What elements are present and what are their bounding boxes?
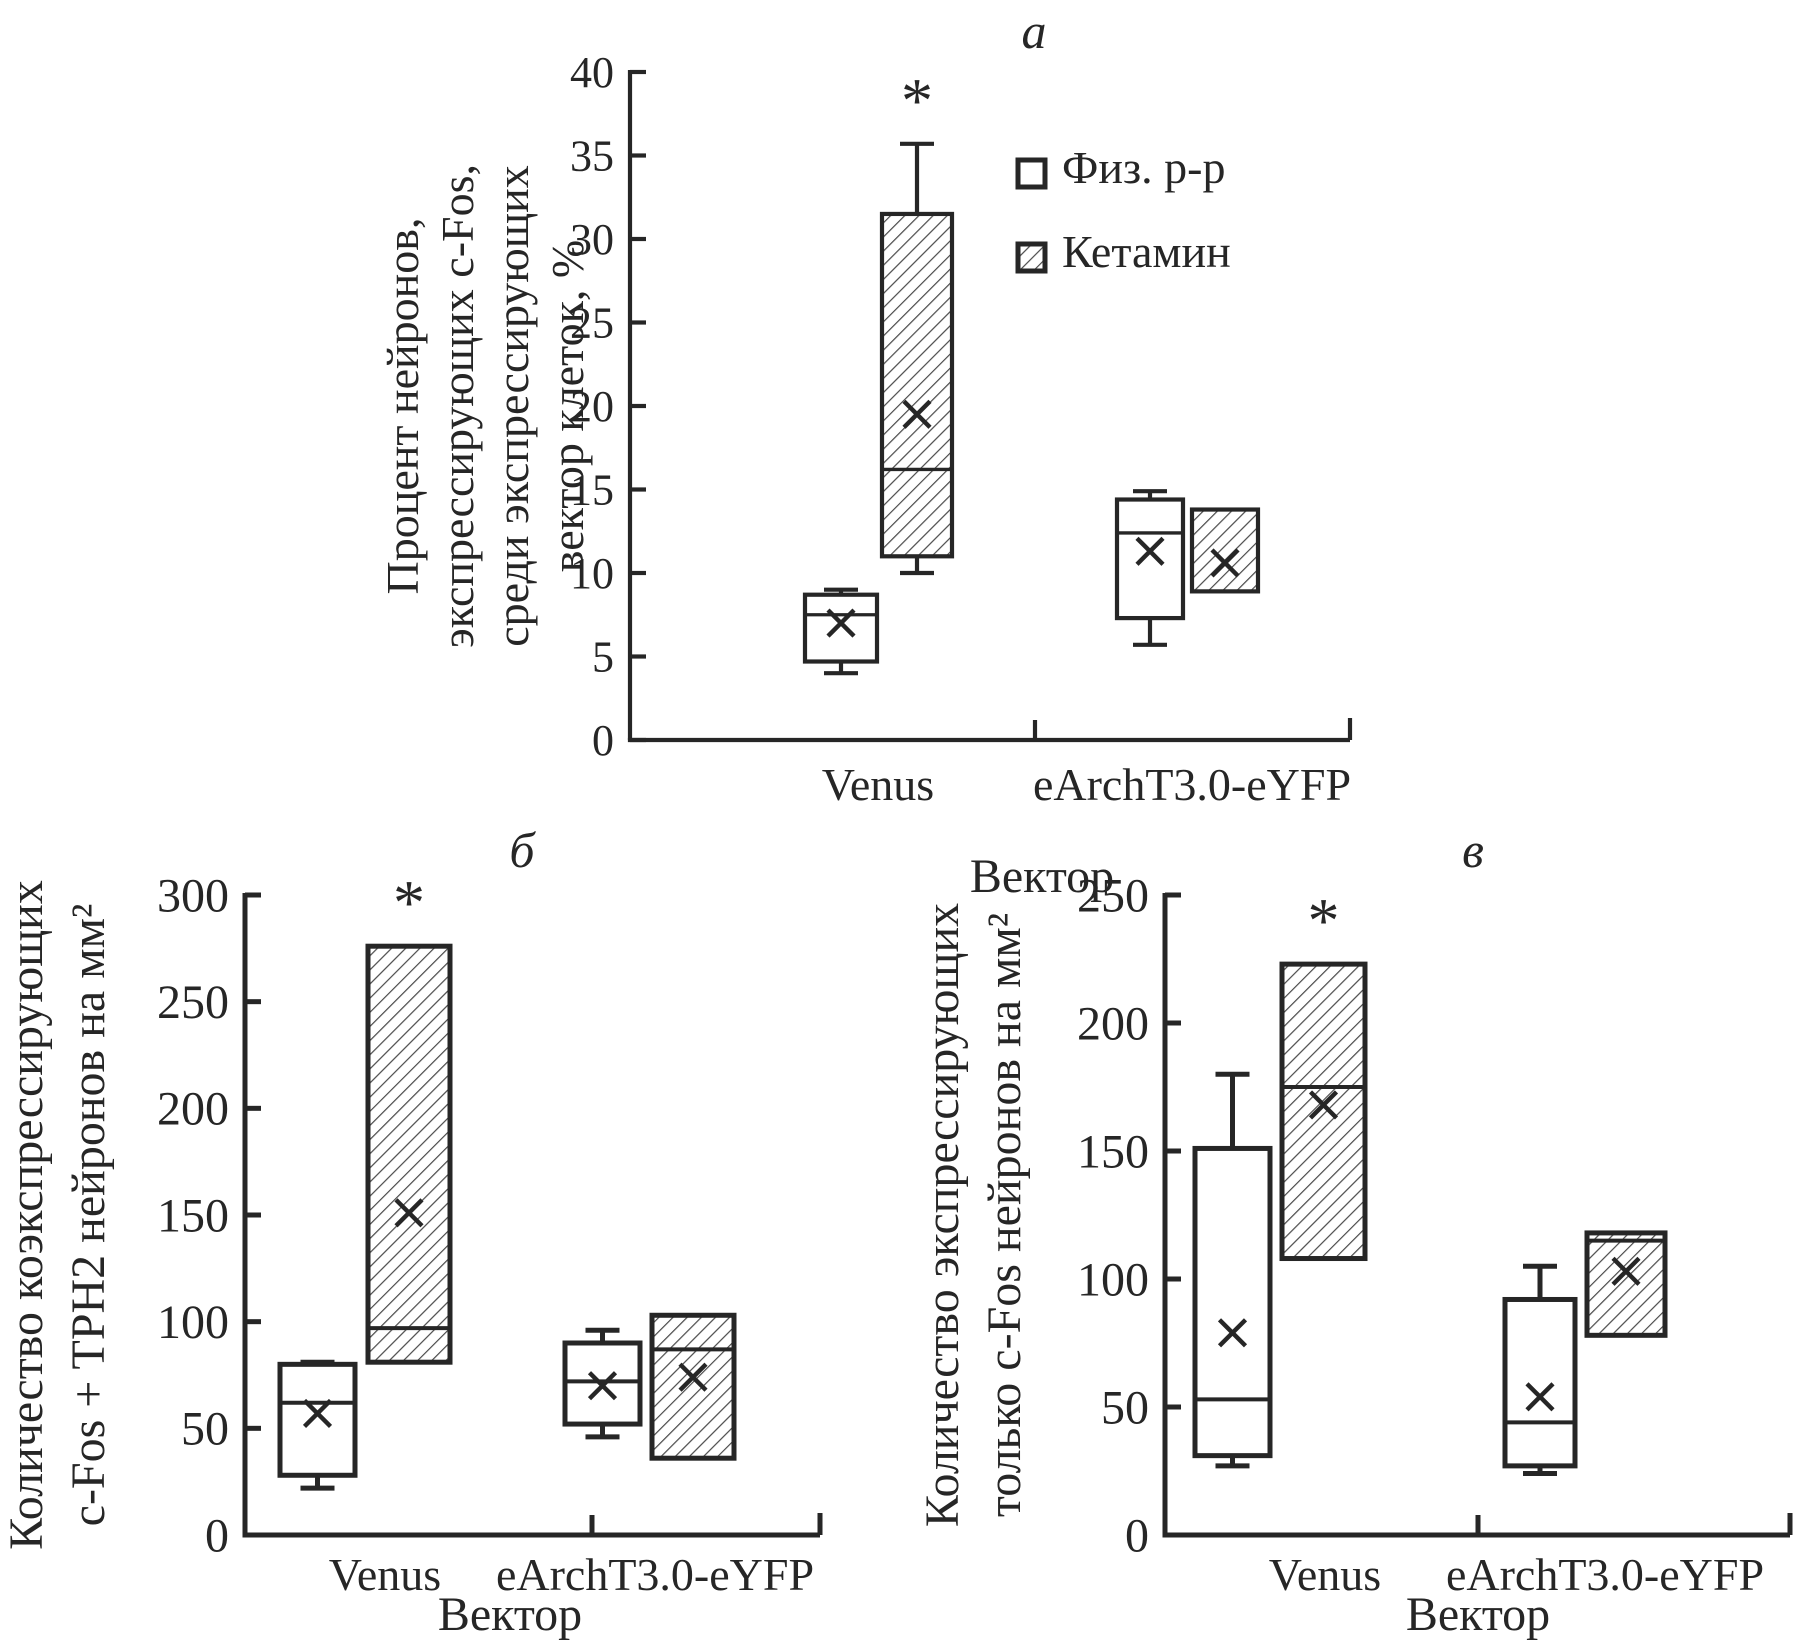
category-label: eArchT3.0-eYFP: [496, 1549, 814, 1600]
y-tick-label: 50: [181, 1403, 229, 1456]
box-saline-venus: [1192, 1071, 1273, 1469]
box-ketamine-venus: *: [365, 867, 453, 1365]
y-tick-label: 100: [1077, 1253, 1149, 1306]
y-tick-label: 10: [570, 549, 614, 598]
mean-marker: [1210, 548, 1240, 578]
box-ketamine-venus: *: [879, 65, 955, 576]
y-axis-label-line: Количество экспрессирующих: [916, 903, 969, 1527]
mean-marker: [1525, 1382, 1555, 1412]
legend: Физ. р-р Кетамин: [1015, 142, 1231, 277]
mean-marker: [587, 1371, 618, 1401]
y-tick-label: 200: [1077, 997, 1149, 1050]
y-tick-label: 300: [157, 869, 229, 922]
panel-letter: в: [1462, 822, 1484, 878]
y-axis-label-line: вектор клеток, %: [542, 240, 593, 573]
box-rect-hatched: [1189, 507, 1261, 594]
y-tick-label: 250: [157, 976, 229, 1029]
significance-star: *: [901, 65, 933, 136]
y-tick-label: 150: [157, 1189, 229, 1242]
legend-label: Физ. р-р: [1062, 142, 1225, 193]
box-saline-earch: [1502, 1263, 1578, 1477]
mean-marker: [1217, 1318, 1248, 1348]
y-tick-label: 5: [592, 632, 614, 681]
x-axis-label: Вектор: [438, 1588, 582, 1641]
y-tick-label: 15: [570, 465, 614, 514]
legend-label: Кетамин: [1062, 226, 1231, 277]
y-tick-label: 30: [570, 215, 614, 264]
panel-v: 0 50 100 150 200 250 Количество экспрессирующи…: [900, 745, 1804, 1649]
x-axis-label: Вектор: [1406, 1588, 1550, 1641]
box-rect-hatched: [1279, 961, 1368, 1262]
box-ketamine-earch: [1189, 507, 1261, 594]
panel-letter: a: [1022, 3, 1047, 59]
box-ketamine-venus: *: [1279, 885, 1368, 1262]
panel-a: 0 5 10 15 20 25 30 35 40 Процент нейронов, экспрес…: [370, 0, 1380, 925]
significance-star: *: [1308, 885, 1340, 956]
y-tick-label: 40: [570, 48, 614, 97]
y-axis-label-line: Процент нейронов,: [377, 218, 428, 595]
y-tick-label: 35: [570, 131, 614, 180]
category-label: Venus: [822, 759, 934, 810]
mean-marker: [1611, 1256, 1641, 1286]
legend-item: Физ. р-р: [1015, 142, 1225, 193]
panel-letter: б: [509, 822, 536, 878]
mean-marker: [394, 1198, 424, 1228]
y-tick-label: 200: [157, 1083, 229, 1136]
mean-marker: [826, 608, 856, 638]
legend-swatch-hatched-icon: [1015, 241, 1048, 274]
category-label: Venus: [1269, 1549, 1381, 1600]
legend-swatch-open-icon: [1015, 157, 1048, 190]
y-axis-label-line: только c-Fos нейронов на мм²: [978, 913, 1031, 1517]
y-tick-label: 150: [1077, 1125, 1149, 1178]
box-saline-venus: [277, 1359, 358, 1491]
y-axis-label-line: экспрессирующих c-Fos,: [432, 164, 483, 648]
x-axis-label: Вектор: [970, 850, 1114, 903]
boxplot-svg-в: 0 50 100 150 200 250 Количество экспрессирующи…: [916, 822, 1793, 1641]
significance-star: *: [393, 867, 425, 938]
y-tick-label: 25: [570, 298, 614, 347]
boxplot-svg-б: 0 50 100 150 200 250 300 Количество коэкспресси…: [0, 822, 823, 1641]
box-rect-hatched: [365, 943, 453, 1365]
y-axis-label-line: Количество коэкспрессирующих: [0, 880, 53, 1550]
box-ketamine-earch: [649, 1312, 737, 1461]
y-tick-label: 0: [1125, 1509, 1149, 1562]
mean-marker: [902, 399, 932, 429]
boxplot-svg-a: 0 5 10 15 20 25 30 35 40 Процент нейронов, экспрес…: [377, 3, 1353, 903]
box-rect-hatched: [649, 1312, 737, 1461]
box-rect-hatched: [1584, 1230, 1668, 1338]
mean-marker: [678, 1362, 708, 1392]
y-tick-label: 50: [1101, 1381, 1149, 1434]
y-tick-label: 100: [157, 1296, 229, 1349]
y-axis-label-line: среди экспрессирующих: [487, 165, 538, 647]
panel-b: 0 50 100 150 200 250 300 Количество коэкспресси…: [0, 745, 880, 1649]
box-saline-earch: [1114, 489, 1186, 647]
box-rect-hatched: [879, 211, 955, 559]
y-tick-label: 20: [570, 382, 614, 431]
box-rect-open: [802, 592, 880, 664]
box-ketamine-earch: [1584, 1230, 1668, 1338]
box-rect-open: [1114, 497, 1186, 621]
mean-marker: [1308, 1090, 1339, 1120]
y-axis-label-line: c-Fos + TPH2 нейронов на мм²: [62, 904, 115, 1527]
y-tick-label: 0: [592, 716, 614, 765]
category-label: eArchT3.0-eYFP: [1033, 759, 1351, 810]
box-rect-open: [1502, 1296, 1578, 1469]
mean-marker: [1135, 536, 1165, 566]
category-label: Venus: [329, 1549, 441, 1600]
y-tick-label: 250: [1077, 869, 1149, 922]
box-saline-earch: [562, 1327, 643, 1440]
mean-marker: [302, 1398, 333, 1428]
box-rect-open: [1192, 1145, 1273, 1459]
y-tick-label: 0: [205, 1509, 229, 1562]
box-saline-venus: [802, 587, 880, 676]
box-rect-open: [277, 1361, 358, 1478]
category-label: eArchT3.0-eYFP: [1446, 1549, 1764, 1600]
legend-item: Кетамин: [1015, 226, 1231, 277]
